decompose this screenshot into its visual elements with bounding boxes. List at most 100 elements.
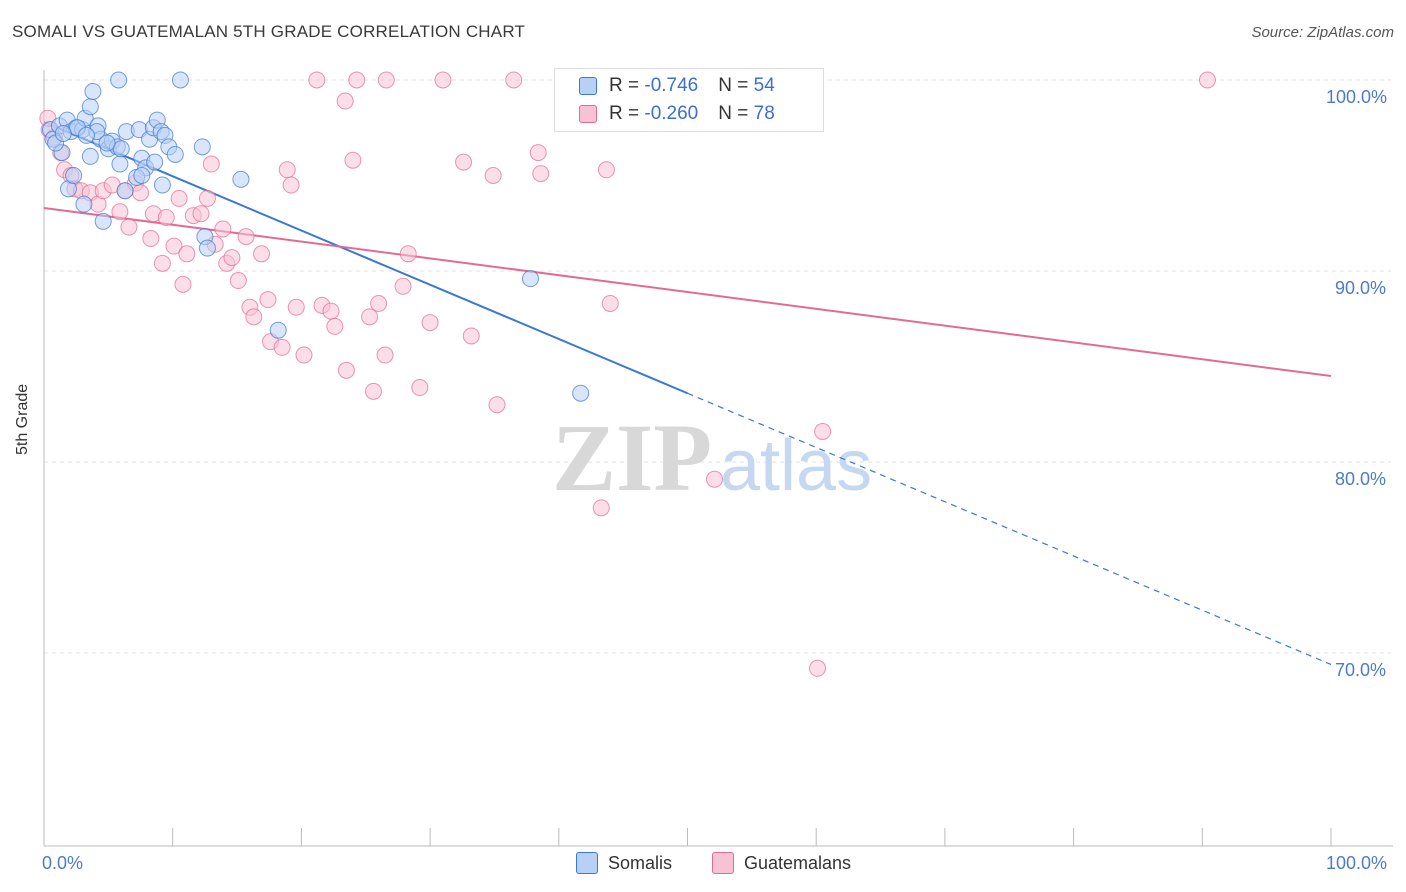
point-guatemalans	[484, 167, 502, 184]
legend-n-value: 78	[753, 103, 775, 124]
y-tick-label-70: 70.0%	[1335, 660, 1387, 680]
point-guatemalans	[532, 165, 550, 183]
point-guatemalans	[462, 327, 480, 345]
x-tick-label-min: 0.0%	[42, 853, 84, 873]
legend-n-label: N =	[718, 75, 754, 96]
point-guatemalans	[529, 144, 547, 162]
bottom-legend-label: Somalis	[608, 852, 673, 873]
point-guatemalans	[322, 302, 340, 320]
point-somalis	[112, 140, 130, 158]
point-guatemalans	[505, 71, 523, 89]
point-somalis	[269, 321, 287, 339]
point-guatemalans	[259, 291, 277, 309]
point-guatemalans	[157, 209, 175, 227]
point-somalis	[111, 155, 129, 173]
point-somalis	[81, 147, 99, 165]
point-somalis	[116, 182, 134, 200]
point-guatemalans	[178, 245, 196, 263]
point-guatemalans	[814, 422, 832, 440]
bottom-legend-swatch-blue	[576, 852, 598, 874]
y-axis-label: 5th Grade	[14, 383, 31, 455]
legend-row-guatemalans: R = -0.260 N = 78	[579, 102, 775, 126]
point-guatemalans	[153, 254, 171, 272]
point-guatemalans	[597, 161, 615, 179]
point-guatemalans	[253, 245, 271, 263]
point-somalis	[98, 134, 116, 152]
point-guatemalans	[245, 308, 263, 326]
point-somalis	[133, 167, 151, 184]
stats-legend: R = -0.746 N = 54 R = -0.260 N = 78	[554, 68, 824, 132]
point-somalis	[94, 212, 112, 230]
point-guatemalans	[399, 245, 417, 263]
point-guatemalans	[111, 203, 129, 221]
point-guatemalans	[308, 71, 326, 89]
point-guatemalans	[295, 346, 313, 364]
point-guatemalans	[278, 161, 296, 179]
point-somalis	[193, 138, 211, 156]
point-guatemalans	[421, 314, 439, 332]
point-guatemalans	[394, 277, 412, 295]
point-guatemalans	[174, 275, 192, 293]
watermark: ZIP atlas	[552, 404, 872, 511]
point-somalis	[84, 82, 102, 100]
point-somalis	[65, 167, 83, 184]
point-guatemalans	[237, 228, 255, 246]
y-tick-label-80: 80.0%	[1335, 469, 1387, 489]
legend-r-label: R =	[609, 103, 645, 124]
axes	[43, 70, 1393, 847]
point-guatemalans	[344, 151, 362, 169]
point-somalis	[572, 384, 590, 402]
point-somalis	[198, 239, 216, 257]
point-somalis	[54, 124, 72, 142]
point-guatemalans	[364, 382, 382, 400]
point-somalis	[81, 98, 99, 116]
source-label: Source: ZipAtlas.com	[1251, 24, 1394, 41]
x-tick-label-max: 100.0%	[1326, 853, 1388, 873]
point-guatemalans	[198, 189, 216, 207]
point-guatemalans	[1198, 71, 1216, 89]
point-guatemalans	[455, 153, 473, 171]
point-guatemalans	[592, 499, 610, 517]
legend-n-label: N =	[718, 103, 754, 124]
bottom-legend-swatch-pink	[712, 852, 734, 874]
point-guatemalans	[192, 205, 210, 223]
point-guatemalans	[120, 218, 138, 236]
point-guatemalans	[348, 71, 366, 89]
point-guatemalans	[132, 184, 150, 202]
bottom-legend-somalis: Somalis	[576, 852, 672, 874]
point-somalis	[166, 145, 184, 163]
point-guatemalans	[326, 317, 344, 335]
point-guatemalans	[282, 176, 300, 194]
trendline-guatemalans	[43, 206, 1332, 378]
data-points	[39, 71, 1216, 677]
point-guatemalans	[287, 298, 305, 316]
point-somalis	[521, 270, 539, 288]
trendlines	[43, 121, 1332, 666]
watermark-atlas: atlas	[720, 426, 872, 506]
point-guatemalans	[488, 396, 506, 414]
point-guatemalans	[377, 71, 395, 89]
point-guatemalans	[170, 189, 188, 207]
point-somalis	[75, 195, 93, 213]
point-guatemalans	[361, 308, 379, 326]
point-guatemalans	[229, 272, 247, 290]
point-guatemalans	[336, 92, 354, 110]
point-somalis	[77, 126, 95, 144]
point-guatemalans	[273, 338, 291, 356]
point-guatemalans	[808, 659, 826, 677]
point-somalis	[146, 153, 164, 171]
point-guatemalans	[370, 294, 388, 312]
point-guatemalans	[706, 470, 724, 488]
point-guatemalans	[142, 230, 160, 248]
legend-r-value: -0.260	[644, 103, 699, 124]
point-guatemalans	[165, 237, 183, 255]
chart-title: SOMALI VS GUATEMALAN 5TH GRADE CORRELATI…	[12, 22, 526, 41]
y-tick-label-100: 100.0%	[1326, 87, 1388, 107]
point-somalis	[153, 176, 171, 194]
legend-row-somalis: R = -0.746 N = 54	[579, 74, 775, 98]
point-guatemalans	[434, 71, 452, 89]
gridlines	[44, 79, 1391, 654]
point-guatemalans	[411, 379, 429, 397]
legend-swatch-pink	[579, 105, 597, 123]
